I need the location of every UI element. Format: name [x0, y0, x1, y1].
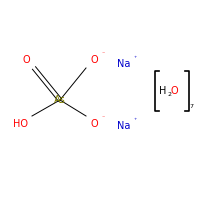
- Text: HO: HO: [12, 119, 28, 129]
- Text: O: O: [90, 119, 98, 129]
- Text: O: O: [90, 55, 98, 65]
- Text: 2: 2: [167, 92, 171, 97]
- Text: Na: Na: [117, 121, 131, 131]
- Text: H: H: [159, 86, 167, 96]
- Text: ⁻: ⁻: [102, 52, 105, 58]
- Text: O: O: [170, 86, 178, 96]
- Text: ⁻: ⁻: [102, 116, 105, 121]
- Text: ⁺: ⁺: [133, 118, 137, 123]
- Text: ⁺: ⁺: [133, 56, 137, 62]
- Text: 7: 7: [189, 104, 193, 110]
- Text: As: As: [54, 95, 66, 105]
- Text: O: O: [22, 55, 30, 65]
- Text: Na: Na: [117, 59, 131, 69]
